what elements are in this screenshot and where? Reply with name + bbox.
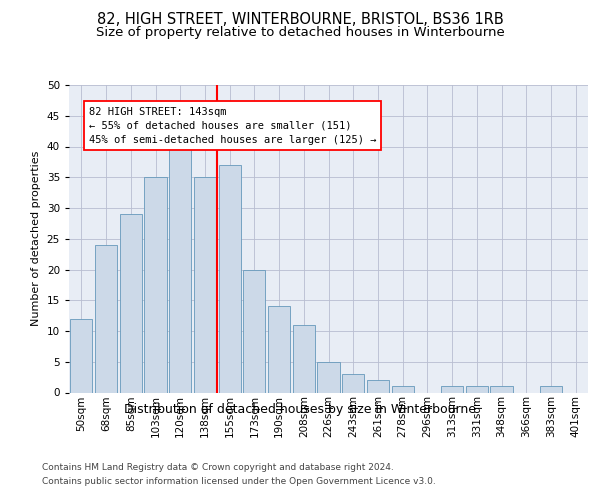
Bar (540, 386, 562, 392)
Bar (490, 386, 512, 392)
Bar (119, 214, 142, 392)
Bar (367, 380, 389, 392)
Bar (169, 134, 191, 392)
Bar (243, 270, 265, 392)
Bar (70, 318, 92, 392)
Text: Contains HM Land Registry data © Crown copyright and database right 2024.: Contains HM Land Registry data © Crown c… (42, 462, 394, 471)
Bar (392, 386, 414, 392)
Text: Size of property relative to detached houses in Winterbourne: Size of property relative to detached ho… (95, 26, 505, 39)
Bar (342, 374, 364, 392)
Bar (194, 178, 216, 392)
Text: Distribution of detached houses by size in Winterbourne: Distribution of detached houses by size … (124, 402, 476, 415)
Y-axis label: Number of detached properties: Number of detached properties (31, 151, 41, 326)
Bar (218, 165, 241, 392)
Bar (145, 178, 167, 392)
Bar (317, 362, 340, 392)
Text: Contains public sector information licensed under the Open Government Licence v3: Contains public sector information licen… (42, 478, 436, 486)
Bar (95, 245, 117, 392)
Bar (293, 325, 315, 392)
Text: 82, HIGH STREET, WINTERBOURNE, BRISTOL, BS36 1RB: 82, HIGH STREET, WINTERBOURNE, BRISTOL, … (97, 12, 503, 28)
Text: 82 HIGH STREET: 143sqm
← 55% of detached houses are smaller (151)
45% of semi-de: 82 HIGH STREET: 143sqm ← 55% of detached… (89, 106, 376, 144)
Bar (268, 306, 290, 392)
Bar (466, 386, 488, 392)
Bar (441, 386, 463, 392)
